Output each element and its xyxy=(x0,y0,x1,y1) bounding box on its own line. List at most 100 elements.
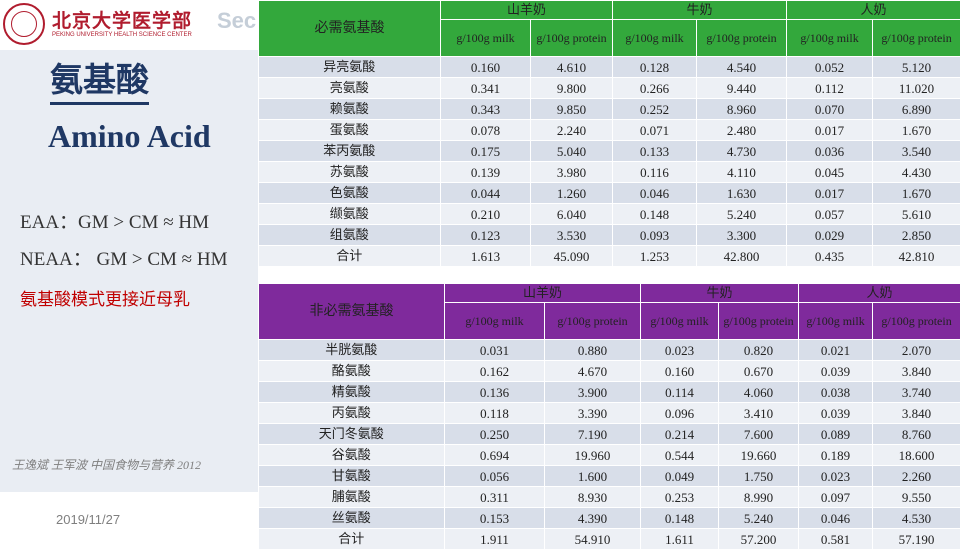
table-cell: 0.036 xyxy=(787,141,873,162)
amino-acid-name: 异亮氨酸 xyxy=(259,57,441,78)
table-cell: 0.123 xyxy=(441,225,531,246)
university-name-cn: 北京大学医学部 xyxy=(52,6,192,33)
table-cell: 0.435 xyxy=(787,246,873,267)
table-cell: 7.600 xyxy=(719,424,799,445)
table-cell: 0.266 xyxy=(613,78,697,99)
table-cell: 42.800 xyxy=(697,246,787,267)
table-cell: 9.850 xyxy=(531,99,613,120)
page-title-en: Amino Acid xyxy=(48,118,211,155)
table-cell: 3.900 xyxy=(545,382,641,403)
table-cell: 0.581 xyxy=(799,529,873,550)
table-cell: 19.960 xyxy=(545,445,641,466)
eaa-group-goat: 山羊奶 xyxy=(441,1,613,20)
table-cell: 8.760 xyxy=(873,424,960,445)
amino-acid-name: 亮氨酸 xyxy=(259,78,441,99)
unit-protein: g/100g protein xyxy=(697,20,787,57)
table-cell: 54.910 xyxy=(545,529,641,550)
table-cell: 0.038 xyxy=(799,382,873,403)
table-cell: 1.670 xyxy=(873,183,960,204)
table-cell: 1.630 xyxy=(697,183,787,204)
amino-acid-name: 半胱氨酸 xyxy=(259,340,445,361)
section-title-fragment: Sec xyxy=(217,8,257,34)
unit-protein: g/100g protein xyxy=(873,20,960,57)
table-cell: 0.046 xyxy=(799,508,873,529)
table-cell: 0.071 xyxy=(613,120,697,141)
table-cell: 3.410 xyxy=(719,403,799,424)
table-cell: 8.960 xyxy=(697,99,787,120)
table-cell: 0.544 xyxy=(641,445,719,466)
neaa-group-goat: 山羊奶 xyxy=(445,284,641,303)
unit-protein: g/100g protein xyxy=(719,303,799,340)
unit-milk: g/100g milk xyxy=(799,303,873,340)
table-cell: 18.600 xyxy=(873,445,960,466)
amino-acid-name: 蛋氨酸 xyxy=(259,120,441,141)
table-cell: 7.190 xyxy=(545,424,641,445)
table-cell: 8.930 xyxy=(545,487,641,508)
table-cell: 0.694 xyxy=(445,445,545,466)
table-cell: 4.110 xyxy=(697,162,787,183)
table-cell: 42.810 xyxy=(873,246,960,267)
table-cell: 2.480 xyxy=(697,120,787,141)
table-cell: 3.740 xyxy=(873,382,960,403)
table-cell: 2.260 xyxy=(873,466,960,487)
table-cell: 0.114 xyxy=(641,382,719,403)
table-cell: 0.029 xyxy=(787,225,873,246)
table-cell: 0.045 xyxy=(787,162,873,183)
table-cell: 0.253 xyxy=(641,487,719,508)
table-cell: 1.613 xyxy=(441,246,531,267)
table-cell: 9.800 xyxy=(531,78,613,99)
table-cell: 57.190 xyxy=(873,529,960,550)
table-cell: 2.240 xyxy=(531,120,613,141)
eaa-group-human: 人奶 xyxy=(787,1,960,20)
table-cell: 4.540 xyxy=(697,57,787,78)
eaa-comparison: EAA：GM > CM ≈ HM xyxy=(20,207,209,234)
table-cell: 0.880 xyxy=(545,340,641,361)
table-cell: 5.120 xyxy=(873,57,960,78)
table-cell: 0.160 xyxy=(441,57,531,78)
pattern-note: 氨基酸模式更接近母乳 xyxy=(20,285,190,310)
table-cell: 0.023 xyxy=(799,466,873,487)
table-cell: 1.750 xyxy=(719,466,799,487)
table-cell: 0.039 xyxy=(799,403,873,424)
table-cell: 0.153 xyxy=(445,508,545,529)
table-cell: 1.260 xyxy=(531,183,613,204)
table-cell: 1.670 xyxy=(873,120,960,141)
table-cell: 4.060 xyxy=(719,382,799,403)
table-cell: 3.840 xyxy=(873,403,960,424)
table-cell: 0.052 xyxy=(787,57,873,78)
table-cell: 2.070 xyxy=(873,340,960,361)
table-cell: 0.210 xyxy=(441,204,531,225)
table-cell: 0.078 xyxy=(441,120,531,141)
table-cell: 0.136 xyxy=(445,382,545,403)
amino-acid-name: 缬氨酸 xyxy=(259,204,441,225)
unit-milk: g/100g milk xyxy=(445,303,545,340)
table-cell: 4.390 xyxy=(545,508,641,529)
amino-acid-name: 丙氨酸 xyxy=(259,403,445,424)
amino-acid-name: 丝氨酸 xyxy=(259,508,445,529)
table-cell: 57.200 xyxy=(719,529,799,550)
table-cell: 0.023 xyxy=(641,340,719,361)
eaa-table: 必需氨基酸 山羊奶 牛奶 人奶 g/100g milk g/100g prote… xyxy=(258,0,960,267)
table-cell: 0.189 xyxy=(799,445,873,466)
table-cell: 19.660 xyxy=(719,445,799,466)
table-cell: 3.540 xyxy=(873,141,960,162)
table-cell: 0.089 xyxy=(799,424,873,445)
amino-acid-name: 甘氨酸 xyxy=(259,466,445,487)
table-cell: 0.116 xyxy=(613,162,697,183)
university-name-en: PEKING UNIVERSITY HEALTH SCIENCE CENTER xyxy=(52,32,192,38)
university-seal-icon xyxy=(3,3,45,45)
table-cell: 3.840 xyxy=(873,361,960,382)
unit-protein: g/100g protein xyxy=(545,303,641,340)
neaa-header-label: 非必需氨基酸 xyxy=(259,284,445,340)
